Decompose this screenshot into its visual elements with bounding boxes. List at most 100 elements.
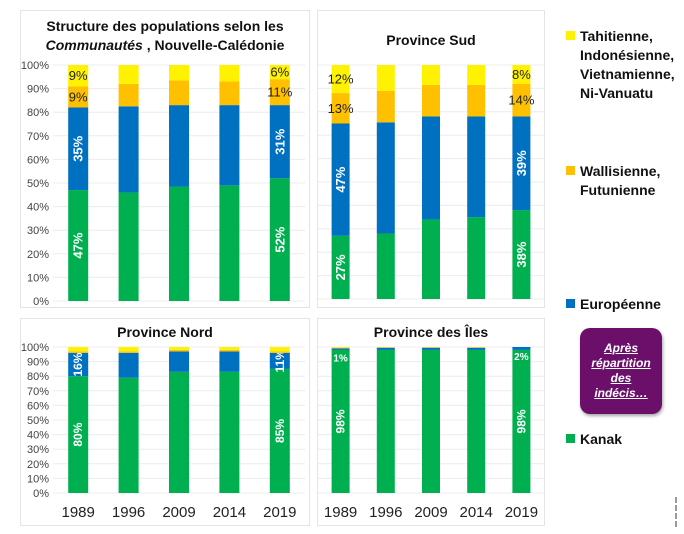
chart-title: Province Sud [386,32,476,48]
bar-segment-tahitienne-indonesienne-vietnamienne-ni-vanuatu-1996 [118,347,139,352]
bar-segment-kanak-2019 [512,349,531,493]
y-tick-label: 10% [27,473,49,485]
y-tick-label: 90% [27,357,49,369]
y-tick-label: 20% [27,459,49,471]
bar-segment-wallisienne-futunienne-1996 [118,83,139,107]
y-tick-label: 80% [27,107,49,119]
data-label: 16% [71,352,85,376]
bar-segment-kanak-2019 [512,210,531,299]
bar-segment-tahitienne-indonesienne-vietnamienne-ni-vanuatu-2009 [169,65,189,81]
dashed-divider [675,497,677,527]
chart-panel-province-des-iles: Province des Îles 98% 1% 1989 1996 2009 2014 9… [317,318,545,526]
note-line: indécis… [594,386,648,400]
data-label: 52% [272,226,287,252]
data-label: 98% [334,409,348,433]
note-line: Après [603,341,638,355]
note-text: Après répartition des indécis… [591,341,650,401]
data-label: 80% [71,422,85,446]
x-tick-label: 2014 [213,504,246,521]
bar-segment-europeenne-2014 [219,105,240,186]
y-tick-label: 10% [27,272,49,284]
bar-segment-europeenne-2009 [422,116,440,220]
bar-segment-kanak-2014 [219,371,240,493]
bar-segment-tahitienne-indonesienne-vietnamienne-ni-vanuatu-1996 [376,65,395,91]
y-tick-label: 80% [27,371,49,383]
chart-title: Structure des populations selon les Comm… [21,17,309,55]
data-label: 31% [272,128,287,154]
data-label: 11% [273,349,287,373]
x-tick-label: 2019 [263,504,296,521]
legend-label-line: Indonésienne, [580,47,675,63]
legend-swatch-blue [566,299,575,308]
bar-segment-europeenne-2009 [422,347,440,350]
chart-title-line2: Communautés , Nouvelle-Calédonie [21,36,309,55]
bar-segment-tahitienne-indonesienne-vietnamienne-ni-vanuatu-2009 [422,65,440,85]
legend-label-line: Futunienne [580,182,656,198]
data-label: 38% [514,241,529,267]
y-tick-label: 40% [27,202,49,214]
data-label: 1% [333,353,348,364]
bar-segment-kanak-2009 [422,219,440,299]
y-tick-label: 90% [27,84,49,96]
bar-segment-kanak-1996 [118,377,139,493]
data-label: 47% [333,166,348,192]
note-line: des [610,371,632,385]
bar-segment-kanak-2009 [422,349,440,493]
x-tick-label: 1996 [369,504,402,521]
y-tick-label: 100% [21,342,49,354]
bar-segment-europeenne-2019 [269,352,290,369]
bar-segment-kanak-1996 [376,349,395,493]
bar-segment-kanak-2009 [169,186,189,301]
legend-label-line: Ni-Vanuatu [580,85,654,101]
bar-segment-tahitienne-indonesienne-vietnamienne-ni-vanuatu-1989 [331,347,350,348]
bar-segment-wallisienne-futunienne-1989 [331,93,350,124]
y-tick-label: 100% [21,60,49,72]
chart-title-italic: Communautés [45,37,143,53]
bar-segment-wallisienne-futunienne-2019 [512,83,531,117]
bar-segment-wallisienne-futunienne-2014 [219,81,240,106]
data-label: 98% [514,409,528,433]
bar-segment-kanak-1989 [68,376,89,493]
y-tick-label: 30% [27,444,49,456]
legend-label: Tahitienne, Indonésienne, Vietnamienne, … [580,27,675,103]
bar-segment-tahitienne-indonesienne-vietnamienne-ni-vanuatu-2019 [269,347,290,352]
bar-segment-wallisienne-futunienne-2014 [467,84,486,117]
data-label: 47% [71,232,86,258]
bar-segment-tahitienne-indonesienne-vietnamienne-ni-vanuatu-1989 [68,65,89,87]
bar-segment-europeenne-2019 [269,105,290,179]
data-label: 9% [69,89,88,104]
bar-segment-wallisienne-futunienne-2009 [169,349,189,352]
y-tick-label: 40% [27,430,49,442]
bar-segment-kanak-2014 [219,185,240,301]
x-tick-label: 1996 [112,504,145,521]
bar-segment-europeenne-1996 [118,352,139,378]
legend-swatch-orange [566,166,575,175]
bar-segment-wallisienne-futunienne-1989 [68,351,89,353]
data-label: 85% [273,419,287,443]
legend-label: Européenne [580,296,661,312]
bar-segment-kanak-1989 [331,349,350,493]
bar-segment-europeenne-1989 [331,348,350,350]
x-tick-label: 2009 [414,504,447,521]
chart-svg-province-sud: 27% 47% 13% 12% 38% 39% 14% 8% [318,64,544,300]
chart-svg-province-nord: 0% 10% 20% 30% 40% 50% 60% 70% 80% 90% 100% 80% 16% 1… [21,342,305,521]
bar-segment-kanak-2014 [467,217,486,299]
bar-segment-tahitienne-indonesienne-vietnamienne-ni-vanuatu-2009 [169,347,189,350]
legend-label: Wallisienne, Futunienne [580,162,660,200]
bar-segment-europeenne-2009 [169,105,189,187]
bar-segment-europeenne-2014 [467,116,486,218]
chart-title: Province Nord [117,324,213,340]
note-apres-repartition: Après répartition des indécis… [580,328,662,414]
chart-panel-province-nord: Province Nord 0% 10% 20% 30% 40% 50% 60% 70% 80%… [20,318,310,526]
bar-segment-kanak-1989 [331,235,350,299]
bar-segment-wallisienne-futunienne-1996 [118,351,139,353]
chart-panel-province-sud: Province Sud 27% 47% 13% 12% 38% 39% 14% 8% [317,10,545,308]
bar-segment-tahitienne-indonesienne-vietnamienne-ni-vanuatu-2014 [219,65,240,82]
bar-segment-tahitienne-indonesienne-vietnamienne-ni-vanuatu-2014 [219,347,240,350]
bar-segment-europeenne-1996 [376,347,395,350]
data-label: 35% [71,135,86,161]
y-tick-label: 20% [27,249,49,261]
x-tick-label: 2014 [460,504,493,521]
bar-segment-europeenne-2019 [512,347,531,350]
bar-segment-kanak-2009 [169,371,189,493]
